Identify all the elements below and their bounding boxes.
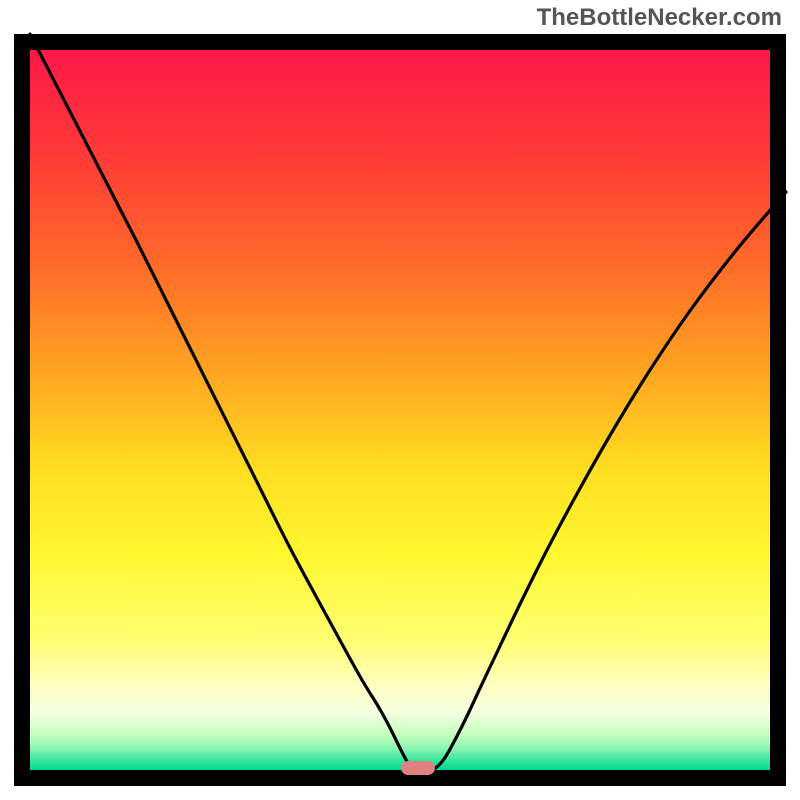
optimal-marker [401,761,435,775]
chart-root: TheBottleNecker.com [0,0,800,800]
plot-frame [14,34,786,786]
watermark-text: TheBottleNecker.com [537,4,782,32]
